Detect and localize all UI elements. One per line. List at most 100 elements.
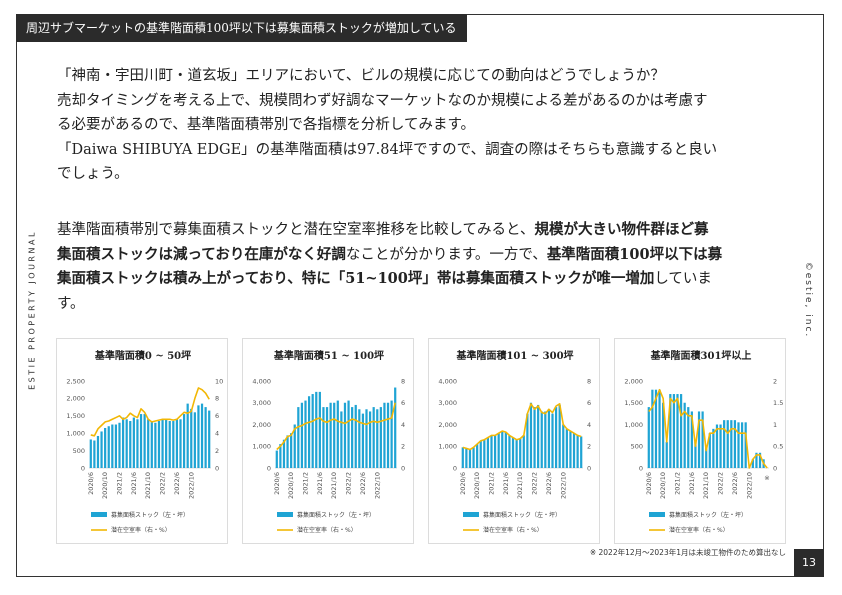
y-left-tick-label: 0 [639,464,643,472]
bar [551,413,554,468]
analysis-line: 集面積ストックは積み上がっており、特に「51~100坪」帯は募集面積ストックが唯… [57,270,712,287]
y-left-tick-label: 1,000 [252,443,271,451]
x-tick-label: 2021/6 [316,472,324,495]
bar [136,419,139,468]
y-right-tick-label: 4 [215,430,219,438]
bar [744,422,747,468]
bar [200,403,204,468]
bar [468,449,472,468]
bar [669,394,672,468]
x-tick-label: 2022/10 [373,472,381,499]
bar [572,433,576,468]
legend-line-label: 潜在空室率（右・%） [669,526,729,534]
bar [368,411,372,468]
legend-bar-label: 募集面積ストック（左・坪） [669,511,747,519]
bar [562,424,565,468]
bar [580,436,583,468]
analysis-paragraph: 基準階面積帯別で募集面積ストックと潜在空室率推移を比較してみると、規模が大きい物… [57,218,792,316]
y-left-tick-label: 1,500 [66,412,85,420]
chart-card-101-300: 基準階面積101 ~ 300坪 0 1,000 2,000 3,000 4,000 0 2 4 6… [428,338,600,544]
bar [365,409,368,468]
legend-bar-label: 募集面積ストック（左・坪） [111,511,189,519]
bar [376,409,379,468]
bar [154,422,157,468]
bar [676,394,679,468]
bar [208,410,211,468]
bar [358,409,361,468]
bar [719,424,722,468]
bar [197,405,200,468]
y-left-tick-label: 4,000 [438,377,457,385]
bar [275,450,278,468]
x-tick-label: 2021/2 [674,472,682,495]
bar [168,421,171,468]
chart-svg: 基準階面積101 ~ 300坪 0 1,000 2,000 3,000 4,000 0 2 4 6… [438,349,591,534]
bar [461,447,464,468]
x-tick-label: 2020/10 [659,472,667,499]
bar [476,444,479,468]
bar [647,407,650,468]
series-line [648,388,768,469]
intro-paragraph: 「神南・宇田川町・道玄坂」エリアにおいて、ビルの規模に応じての動向はどうでしょう… [57,64,792,187]
bar [157,421,161,468]
bar [286,435,289,468]
bar [394,387,397,468]
bar [161,419,164,468]
y-left-tick-label: 2,000 [66,395,85,403]
bar [740,422,744,468]
bar [315,391,318,468]
x-tick-label: 2021/2 [302,472,310,495]
bar [311,394,314,468]
x-tick-label: 2021/10 [516,472,524,499]
bar [340,411,343,468]
bar [486,437,490,468]
bar [733,420,737,468]
bar [343,402,347,468]
bar [569,431,572,468]
y-left-tick-label: 2,000 [438,421,457,429]
bar [658,389,661,468]
y-right-tick-label: 0 [773,464,777,472]
bar [715,424,719,468]
x-tick-label: 2022/2 [345,472,353,495]
legend-bar-swatch [463,512,479,517]
bar [465,448,468,468]
bar [529,402,533,468]
bar [100,431,103,468]
legend-line-label: 潜在空室率（右・%） [483,526,543,534]
bar [690,411,693,468]
bar [114,424,118,468]
y-left-tick-label: 500 [73,447,85,455]
x-tick-label: 2020/10 [473,472,481,499]
bar [565,428,568,468]
y-right-tick-label: 6 [587,399,591,407]
bar [297,407,300,468]
bar [662,402,665,468]
y-left-tick-label: 0 [453,464,457,472]
bar [751,459,754,468]
legend-bar-label: 募集面積ストック（左・坪） [483,511,561,519]
bar [379,407,382,468]
bar [730,420,733,468]
chart-card-0-50: 基準階面積0 ~ 50坪 0 500 1,000 1,500 2,000 2,500 0 2 4 6… [56,338,228,544]
bar [190,408,193,468]
chart-svg: 基準階面積301坪以上 0 500 1,000 1,500 2,000 0 0.5 1 1.5 2 2… [624,349,783,534]
copyright-side-label: ©estie, inc. [803,261,813,339]
bar [193,412,196,468]
y-right-tick-label: 0.5 [773,443,783,451]
x-tick-label: 2021/10 [144,472,152,499]
y-right-tick-label: 2 [401,443,405,451]
y-right-tick-label: 4 [401,421,405,429]
bar [182,414,186,468]
bar [282,439,286,468]
bar [333,402,336,468]
chart-title: 基準階面積51 ~ 100坪 [273,349,384,362]
bar [511,437,515,468]
y-right-tick-label: 8 [587,377,591,385]
bar [279,444,282,468]
bar [354,404,357,468]
bar [558,404,561,468]
journal-side-label: ESTIE PROPERTY JOURNAL [27,230,37,390]
legend-line-label: 潜在空室率（右・%） [297,526,357,534]
bar [497,433,500,468]
